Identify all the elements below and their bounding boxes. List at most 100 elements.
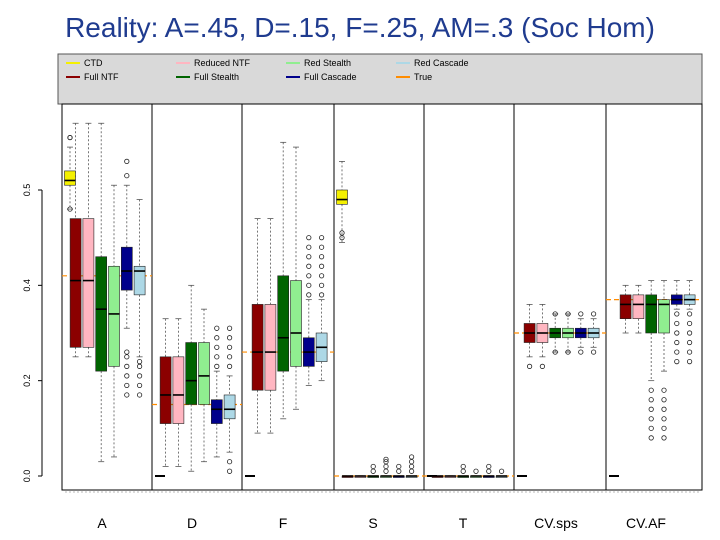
box-ctd (336, 161, 348, 243)
boxplot-chart: CTD Full NTF Reduced NTF Full Stealth Red St… (22, 53, 703, 531)
legend-label: CTD (84, 58, 103, 68)
outlier-point (661, 425, 667, 431)
outlier-point (227, 335, 233, 341)
box-body (159, 356, 172, 424)
outlier-point (648, 397, 654, 403)
outlier-point (137, 363, 143, 369)
outlier-point (306, 254, 312, 260)
outlier-point (674, 339, 680, 346)
category-label: CV.AF (626, 515, 666, 531)
outlier-point (686, 320, 693, 327)
y-tick-label: 0.5 (22, 184, 32, 197)
box-red-cascade (683, 280, 696, 365)
outlier-point (460, 468, 466, 474)
box-body (82, 218, 95, 348)
box-red-cascade (315, 235, 328, 382)
outlier-point (227, 459, 233, 465)
legend-label: Red Stealth (304, 58, 351, 68)
category-label: F (279, 515, 288, 531)
outlier-point (318, 235, 325, 241)
box-full-cascade (670, 280, 683, 365)
box-full-cascade (211, 325, 223, 458)
category-label: D (187, 515, 197, 531)
outlier-point (227, 468, 233, 474)
box-reduced-ntf (172, 318, 185, 467)
box-full-stealth (277, 141, 290, 420)
legend-label: True (414, 72, 432, 82)
outlier-point (661, 416, 667, 422)
outlier-point (137, 392, 143, 398)
outlier-point (370, 463, 376, 470)
box-body (198, 342, 210, 405)
box-full-stealth (549, 311, 562, 355)
box-reduced-ntf (536, 303, 549, 369)
outlier-point (552, 349, 558, 355)
box-full-cascade (574, 311, 587, 355)
outlier-point (124, 373, 130, 379)
outlier-point (661, 406, 667, 412)
legend-label: Full NTF (84, 72, 119, 82)
outlier-point (306, 244, 312, 250)
outlier-point (674, 358, 680, 365)
box-red-stealth (108, 184, 120, 458)
box-body (185, 342, 197, 405)
outlier-point (661, 387, 667, 393)
outlier-point (486, 463, 492, 470)
outlier-point (227, 354, 233, 360)
box-body (64, 170, 76, 186)
box-red-cascade (133, 199, 146, 398)
box-full-ntf (341, 475, 354, 478)
box-body (95, 256, 107, 372)
outlier-point (318, 282, 325, 288)
box-body (223, 394, 236, 420)
box-red-stealth (470, 468, 482, 478)
outlier-point (137, 358, 143, 365)
category-label: A (97, 515, 107, 531)
box-body (277, 275, 290, 372)
legend-box (57, 53, 703, 105)
outlier-point (460, 463, 466, 470)
outlier-point (306, 282, 312, 288)
y-tick-label: 0.4 (22, 279, 32, 292)
outlier-point (686, 358, 693, 365)
outlier-point (526, 363, 533, 369)
outlier-point (214, 344, 220, 350)
legend-label: Reduced NTF (194, 58, 251, 68)
outlier-point (408, 468, 415, 474)
box-full-ntf (159, 318, 172, 467)
box-red-stealth (290, 146, 302, 410)
outlier-point (552, 311, 558, 317)
outlier-point (686, 349, 693, 355)
outlier-point (214, 354, 220, 360)
outlier-point (318, 254, 325, 260)
box-red-stealth (658, 280, 670, 441)
category-label: CV.sps (534, 515, 578, 531)
box-reduced-ntf (632, 284, 645, 334)
box-red-cascade (223, 325, 236, 474)
outlier-point (383, 456, 389, 462)
box-full-cascade (121, 158, 133, 398)
box-body (264, 304, 277, 391)
outlier-point (318, 292, 325, 298)
outlier-point (124, 363, 130, 369)
outlier-point (137, 382, 143, 389)
category-label: S (368, 515, 377, 531)
box-full-stealth (185, 284, 197, 472)
box-red-stealth (198, 308, 210, 463)
outlier-point (306, 235, 312, 241)
outlier-point (396, 463, 402, 470)
x-axis: A D F S T CV.sps CV.AF (65, 490, 699, 531)
box-reduced-ntf (82, 122, 95, 358)
box-body (251, 304, 264, 391)
box-full-cascade (482, 463, 495, 478)
box-full-stealth (95, 122, 107, 463)
box-full-ntf (69, 122, 82, 358)
outlier-point (124, 349, 130, 355)
box-body (336, 189, 348, 205)
category-label: T (459, 515, 468, 531)
box-red-stealth (380, 456, 392, 478)
outlier-point (486, 468, 492, 474)
outlier-point (674, 349, 680, 355)
outlier-point (648, 416, 654, 422)
outlier-point (227, 325, 233, 331)
